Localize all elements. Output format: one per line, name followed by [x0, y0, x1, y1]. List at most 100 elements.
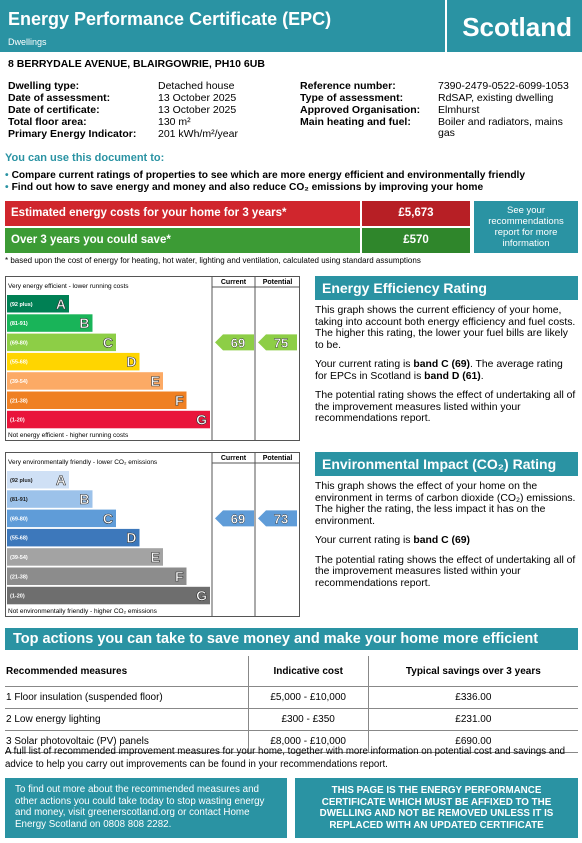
- band-range: (21-38): [10, 398, 28, 404]
- band-bar: [7, 509, 116, 528]
- cost-label: Over 3 years you could save*: [5, 228, 360, 253]
- bold-text: band C (69): [413, 535, 470, 546]
- text: This graph shows the current efficiency …: [315, 305, 576, 351]
- table-row: 2 Low energy lighting £300 - £350 £231.00: [5, 708, 578, 731]
- band-range: (39-54): [10, 555, 28, 561]
- footnote: * based upon the cost of energy for heat…: [5, 256, 421, 265]
- subtitle: Dwellings: [8, 37, 47, 47]
- detail-label: Approved Organisation:: [300, 104, 421, 116]
- band-bar: [7, 410, 210, 429]
- band-range: (21-38): [10, 574, 28, 580]
- bullet: • Find out how to save energy and money a…: [5, 182, 483, 193]
- advice-box: To find out more about the recommended m…: [5, 778, 287, 838]
- detail-value: 13 October 2025: [158, 92, 237, 104]
- detail-label: Main heating and fuel:: [300, 116, 411, 128]
- rating-arrow: [258, 334, 297, 351]
- detail-value: RdSAP, existing dwelling: [438, 92, 554, 104]
- rating-value: 73: [274, 511, 288, 526]
- band-letter: D: [126, 354, 136, 370]
- bullet-dot: •: [5, 170, 9, 181]
- text: The potential rating shows the effect of…: [315, 554, 576, 589]
- notice-box: THIS PAGE IS THE ENERGY PERFORMANCE CERT…: [295, 778, 578, 838]
- top-label: Very environmentally friendly - lower CO…: [8, 459, 158, 466]
- rating-arrow: [215, 510, 254, 527]
- efficiency-heading: Energy Efficiency Rating: [315, 276, 578, 300]
- bullet-text: Compare current ratings of properties to…: [11, 170, 526, 181]
- detail-value: 201 kWh/m²/year: [158, 128, 238, 140]
- band-bar: [7, 567, 187, 585]
- bottom-label: Not energy efficient - higher running co…: [8, 432, 129, 439]
- cost-value: £570: [362, 228, 470, 253]
- efficiency-text: This graph shows the current efficiency …: [315, 305, 577, 433]
- band-bar: [7, 295, 69, 313]
- detail-label: Date of assessment:: [8, 92, 111, 104]
- paragraph: This graph shows the effect of your home…: [315, 481, 577, 527]
- rating-value: 75: [274, 335, 288, 350]
- band-letter: G: [196, 412, 207, 428]
- table-header: Recommended measures: [5, 656, 249, 687]
- text: Your current rating is: [315, 535, 414, 546]
- band-bar: [7, 471, 69, 489]
- environment-heading: Environmental Impact (CO₂) Rating: [315, 452, 578, 476]
- band-bar: [7, 372, 163, 390]
- band-bar: [7, 490, 93, 508]
- text: This graph shows the effect of your home…: [315, 481, 576, 527]
- band-range: (69-80): [10, 340, 28, 346]
- band-range: (81-91): [10, 321, 28, 327]
- band-bar: [7, 352, 140, 371]
- country: Scotland: [462, 12, 572, 42]
- full-list-note: A full list of recommended improvement m…: [5, 746, 566, 770]
- band-letter: E: [151, 549, 160, 565]
- band-range: (92 plus): [10, 302, 33, 308]
- band-letter: A: [56, 472, 66, 488]
- chart-frame: [5, 452, 300, 617]
- detail-label: Date of certificate:: [8, 104, 100, 116]
- band-letter: E: [151, 373, 160, 389]
- potential-heading: Potential: [263, 279, 293, 286]
- band-letter: G: [196, 588, 207, 604]
- band-range: (81-91): [10, 497, 28, 503]
- cost-label: Estimated energy costs for your home for…: [5, 201, 360, 226]
- band-range: (1-20): [10, 594, 25, 600]
- actions-heading: Top actions you can take to save money a…: [5, 628, 578, 650]
- chart-frame: [5, 276, 300, 441]
- band-letter: C: [103, 334, 113, 350]
- header-divider: [445, 0, 447, 52]
- detail-label: Type of assessment:: [300, 92, 404, 104]
- environment-text: This graph shows the effect of your home…: [315, 481, 577, 597]
- detail-value: Elmhurst: [438, 104, 480, 116]
- table-cell: £300 - £350: [247, 708, 369, 731]
- table-cell: £8,000 - £10,000: [247, 730, 369, 753]
- header-bar: [0, 0, 582, 52]
- paragraph: This graph shows the current efficiency …: [315, 305, 577, 351]
- table-row: 1 Floor insulation (suspended floor) £5,0…: [5, 686, 578, 709]
- detail-value: 13 October 2025: [158, 104, 237, 116]
- bold-text: band D (61): [424, 370, 481, 382]
- current-heading: Current: [221, 279, 247, 286]
- efficiency-chart: Current Potential Very energy efficient - …: [5, 276, 300, 441]
- detail-label: Dwelling type:: [8, 80, 80, 92]
- table-cell: £690.00: [367, 730, 578, 753]
- band-range: (55-68): [10, 536, 28, 542]
- bullet-text: Find out how to save energy and money an…: [11, 182, 484, 193]
- bullet: • Compare current ratings of properties t…: [5, 170, 525, 181]
- use-heading: You can use this document to:: [5, 152, 165, 164]
- band-bar: [7, 528, 140, 547]
- detail-value: Boiler and radiators, mains gas: [438, 116, 563, 139]
- rating-value: 69: [231, 511, 245, 526]
- paragraph: Your current rating is band C (69). The …: [315, 359, 577, 382]
- band-bar: [7, 548, 163, 566]
- bullet-dot: •: [5, 182, 9, 193]
- rating-value: 69: [231, 335, 245, 350]
- band-range: (39-54): [10, 379, 28, 385]
- band-letter: D: [126, 530, 136, 546]
- text: . The average rating for EPCs in Scotlan…: [315, 359, 563, 382]
- table-cell: £5,000 - £10,000: [247, 686, 369, 709]
- detail-value: 7390-2479-0522-6099-1053: [438, 80, 569, 92]
- table-header: Indicative cost: [247, 656, 369, 687]
- detail-value: 130 m²: [158, 116, 191, 128]
- detail-label: Primary Energy Indicator:: [8, 128, 137, 140]
- address: 8 BERRYDALE AVENUE, BLAIRGOWRIE, PH10 6U…: [8, 58, 265, 70]
- table-cell: 1 Floor insulation (suspended floor): [5, 686, 249, 709]
